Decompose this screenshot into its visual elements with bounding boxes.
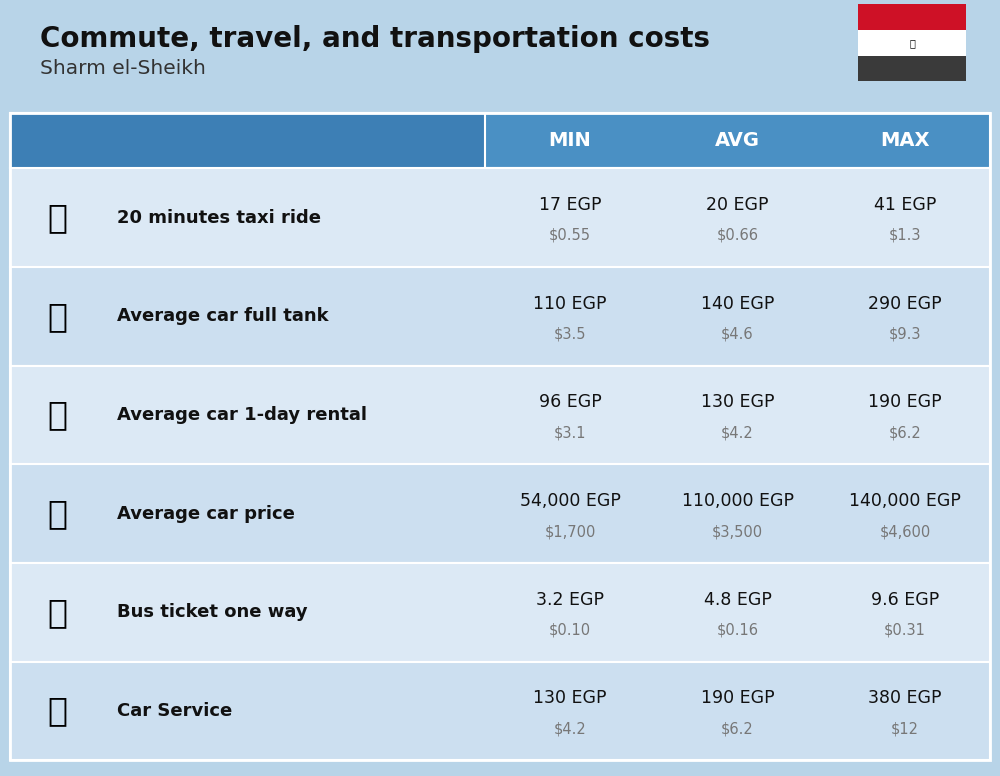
Text: $3.1: $3.1: [554, 425, 586, 440]
Text: Average car 1-day rental: Average car 1-day rental: [117, 406, 367, 424]
FancyBboxPatch shape: [10, 563, 990, 662]
Text: 41 EGP: 41 EGP: [874, 196, 936, 214]
Text: Average car price: Average car price: [117, 504, 295, 523]
Text: 130 EGP: 130 EGP: [701, 393, 774, 411]
FancyBboxPatch shape: [10, 168, 990, 267]
FancyBboxPatch shape: [10, 365, 990, 464]
FancyBboxPatch shape: [858, 4, 966, 29]
Text: 110,000 EGP: 110,000 EGP: [682, 492, 794, 510]
Text: Average car full tank: Average car full tank: [117, 307, 329, 325]
Text: $0.10: $0.10: [549, 622, 591, 638]
Text: $9.3: $9.3: [889, 327, 921, 341]
Text: 🚕: 🚕: [47, 201, 68, 234]
Text: 20 EGP: 20 EGP: [706, 196, 769, 214]
Text: 290 EGP: 290 EGP: [868, 295, 942, 313]
Text: 3.2 EGP: 3.2 EGP: [536, 591, 604, 608]
Text: Sharm el-Sheikh: Sharm el-Sheikh: [40, 59, 206, 78]
Text: 4.8 EGP: 4.8 EGP: [704, 591, 771, 608]
Text: 130 EGP: 130 EGP: [533, 689, 607, 707]
Text: 🚗: 🚗: [47, 497, 68, 530]
Text: $1.3: $1.3: [889, 228, 921, 243]
Text: $4.2: $4.2: [721, 425, 754, 440]
FancyBboxPatch shape: [10, 662, 990, 760]
Text: 🛠: 🛠: [47, 695, 68, 728]
FancyBboxPatch shape: [10, 464, 990, 563]
Text: 190 EGP: 190 EGP: [868, 393, 942, 411]
Text: AVG: AVG: [715, 131, 760, 150]
Text: 17 EGP: 17 EGP: [539, 196, 601, 214]
Text: Commute, travel, and transportation costs: Commute, travel, and transportation cost…: [40, 25, 710, 53]
FancyBboxPatch shape: [10, 113, 990, 168]
Text: $0.55: $0.55: [549, 228, 591, 243]
Text: 9.6 EGP: 9.6 EGP: [871, 591, 939, 608]
FancyBboxPatch shape: [10, 267, 990, 365]
FancyBboxPatch shape: [858, 29, 966, 56]
Text: MIN: MIN: [549, 131, 591, 150]
Text: $3,500: $3,500: [712, 524, 763, 539]
Text: 96 EGP: 96 EGP: [539, 393, 601, 411]
Text: Bus ticket one way: Bus ticket one way: [117, 604, 308, 622]
Text: 110 EGP: 110 EGP: [533, 295, 607, 313]
Text: 🚙: 🚙: [47, 399, 68, 431]
Text: 140 EGP: 140 EGP: [701, 295, 774, 313]
Text: 380 EGP: 380 EGP: [868, 689, 942, 707]
Text: 190 EGP: 190 EGP: [701, 689, 774, 707]
Text: $4,600: $4,600: [879, 524, 931, 539]
Text: $0.66: $0.66: [716, 228, 759, 243]
Text: 140,000 EGP: 140,000 EGP: [849, 492, 961, 510]
Text: $4.6: $4.6: [721, 327, 754, 341]
Text: $1,700: $1,700: [544, 524, 596, 539]
Text: $4.2: $4.2: [554, 722, 586, 736]
Text: 🚌: 🚌: [47, 596, 68, 629]
Text: $12: $12: [891, 722, 919, 736]
Text: $6.2: $6.2: [889, 425, 921, 440]
Text: $0.16: $0.16: [716, 622, 759, 638]
Text: 🦅: 🦅: [909, 38, 915, 47]
Text: ⛽: ⛽: [47, 300, 68, 333]
Text: $3.5: $3.5: [554, 327, 586, 341]
Text: 20 minutes taxi ride: 20 minutes taxi ride: [117, 209, 321, 227]
Text: Car Service: Car Service: [117, 702, 232, 720]
FancyBboxPatch shape: [10, 113, 485, 168]
Text: $6.2: $6.2: [721, 722, 754, 736]
Text: $0.31: $0.31: [884, 622, 926, 638]
Text: 54,000 EGP: 54,000 EGP: [520, 492, 620, 510]
FancyBboxPatch shape: [858, 56, 966, 81]
Text: MAX: MAX: [880, 131, 930, 150]
